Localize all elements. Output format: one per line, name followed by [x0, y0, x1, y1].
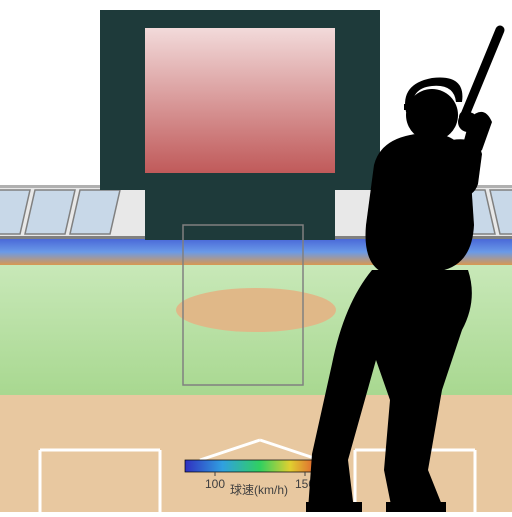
pitchers-mound: [176, 288, 336, 332]
scoreboard-screen: [145, 28, 335, 173]
svg-text:100: 100: [205, 477, 225, 491]
pitch-location-diagram: 100150 球速(km/h): [0, 0, 512, 512]
scene-svg: 100150 球速(km/h): [0, 0, 512, 512]
scoreboard-lower: [145, 190, 335, 240]
legend-label: 球速(km/h): [230, 483, 288, 497]
